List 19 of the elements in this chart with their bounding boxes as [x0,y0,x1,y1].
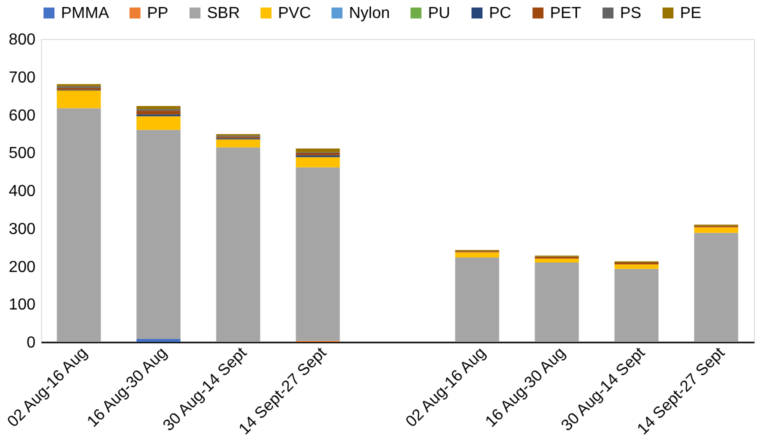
y-tick-label: 0 [26,334,36,352]
y-tick-label: 700 [8,69,36,86]
legend-label: SBR [207,5,240,22]
legend-label: PVC [278,5,311,22]
y-tick-label: 500 [8,145,36,162]
legend-label: PC [489,5,512,22]
legend-label: PE [680,5,702,22]
y-tick-label: 400 [8,183,36,200]
legend-label: PP [147,5,168,22]
legend-label: PS [620,5,642,22]
y-tick-label: 300 [8,220,36,238]
y-tick-label: 800 [8,32,36,48]
legend-label: PU [428,5,450,22]
legend-label: PMMA [61,5,110,22]
legend-label: Nylon [349,5,390,22]
legend-label: PET [550,5,582,22]
y-tick-label: 600 [8,107,36,124]
y-tick-label: 200 [8,258,36,276]
y-tick-label: 100 [8,296,36,314]
